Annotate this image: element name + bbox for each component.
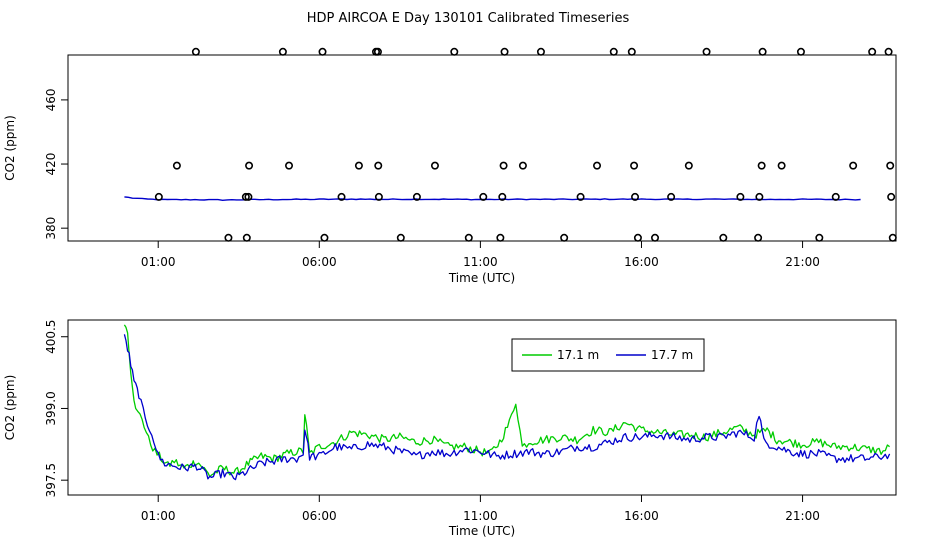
- scatter-point: [757, 161, 766, 170]
- x-tick-label: 21:00: [785, 509, 820, 523]
- scatter-point: [337, 192, 346, 201]
- scatter-point: [702, 47, 711, 56]
- x-tick-label: 06:00: [302, 509, 337, 523]
- scatter-point: [245, 161, 254, 170]
- scatter-point: [374, 192, 383, 201]
- scatter-point: [560, 233, 569, 242]
- co2-baseline-line: [124, 196, 861, 202]
- x-tick-label: 16:00: [624, 255, 659, 269]
- scatter-point: [499, 161, 508, 170]
- legend: 17.1 m 17.7 m: [511, 338, 705, 372]
- scatter-point: [667, 192, 676, 201]
- scatter-point: [719, 233, 728, 242]
- scatter-point: [244, 192, 253, 201]
- scatter-point: [479, 192, 488, 201]
- lower-panel-timeseries: 01:00 06:00 11:00 16:00 21:00 397.5 399.0 400.5…: [3, 319, 897, 538]
- x-tick-label: 06:00: [302, 255, 337, 269]
- scatter-point: [500, 47, 509, 56]
- scatter-point: [496, 233, 505, 242]
- scatter-point: [849, 161, 858, 170]
- scatter-point: [450, 47, 459, 56]
- y-axis-label: CO2 (ppm): [3, 115, 17, 181]
- scatter-point: [887, 192, 896, 201]
- scatter-point: [630, 161, 639, 170]
- scatter-point: [154, 192, 163, 201]
- scatter-point: [430, 161, 439, 170]
- y-tick-label: 399.0: [44, 391, 58, 425]
- scatter-point: [278, 47, 287, 56]
- figure-title: HDP AIRCOA E Day 130101 Calibrated Times…: [307, 11, 630, 26]
- x-tick-label: 01:00: [141, 255, 176, 269]
- scatter-point: [373, 47, 382, 56]
- scatter-point: [796, 47, 805, 56]
- x-tick-label: 01:00: [141, 509, 176, 523]
- scatter-point: [609, 47, 618, 56]
- plot-frame: [67, 319, 897, 496]
- scatter-point: [320, 233, 329, 242]
- plot-frame: [67, 54, 897, 242]
- legend-label: 17.1 m: [557, 348, 599, 362]
- scatter-point: [868, 47, 877, 56]
- x-axis-label: Time (UTC): [448, 271, 515, 285]
- scatter-point: [627, 47, 636, 56]
- y-tick-label: 380: [44, 217, 58, 240]
- scatter-point: [354, 161, 363, 170]
- x-tick-label: 21:00: [785, 255, 820, 269]
- scatter-point: [498, 192, 507, 201]
- scatter-point: [684, 161, 693, 170]
- scatter-point: [285, 161, 294, 170]
- scatter-point: [777, 161, 786, 170]
- y-tick-label: 400.5: [44, 320, 58, 354]
- scatter-point: [242, 233, 251, 242]
- scatter-point: [191, 47, 200, 56]
- scatter-point: [755, 192, 764, 201]
- scatter-point: [886, 161, 895, 170]
- scatter-point: [758, 47, 767, 56]
- scatter-point: [736, 192, 745, 201]
- y-tick-label: 460: [44, 88, 58, 111]
- series-line-blue: [123, 334, 891, 481]
- scatter-point: [831, 192, 840, 201]
- scatter-point: [412, 192, 421, 201]
- legend-label: 17.7 m: [651, 348, 693, 362]
- x-tick-label: 16:00: [624, 509, 659, 523]
- scatter-point: [396, 233, 405, 242]
- y-tick-label: 420: [44, 153, 58, 176]
- scatter-point: [536, 47, 545, 56]
- scatter-point: [884, 47, 893, 56]
- y-axis-label: CO2 (ppm): [3, 375, 17, 441]
- x-tick-label: 11:00: [463, 255, 498, 269]
- scatter-point: [464, 233, 473, 242]
- scatter-point: [518, 161, 527, 170]
- scatter-point: [631, 192, 640, 201]
- scatter-point: [241, 192, 250, 201]
- scatter-point: [815, 233, 824, 242]
- scatter-point: [754, 233, 763, 242]
- scatter-point: [651, 233, 660, 242]
- scatter-point: [593, 161, 602, 170]
- upper-panel-scatter: 01:00 06:00 11:00 16:00 21:00 380 420 460 Time (…: [3, 47, 897, 285]
- x-axis-label: Time (UTC): [448, 524, 515, 538]
- scatter-point: [374, 161, 383, 170]
- scatter-point: [224, 233, 233, 242]
- scatter-point: [633, 233, 642, 242]
- scatter-point: [888, 233, 897, 242]
- scatter-point: [576, 192, 585, 201]
- x-tick-label: 11:00: [463, 509, 498, 523]
- scatter-point: [318, 47, 327, 56]
- y-tick-label: 397.5: [44, 463, 58, 497]
- scatter-point: [172, 161, 181, 170]
